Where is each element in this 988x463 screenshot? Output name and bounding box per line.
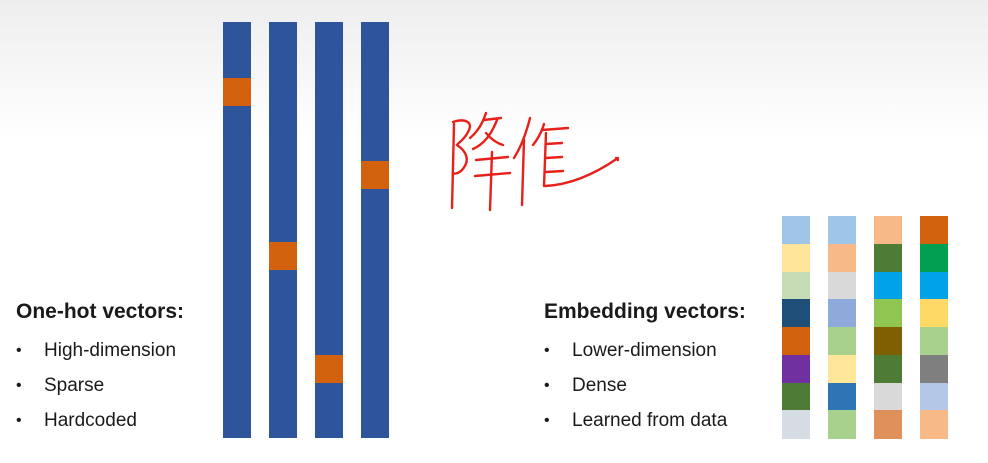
embedding-cell bbox=[782, 243, 810, 272]
onehot-vector bbox=[269, 22, 297, 438]
embedding-cell bbox=[782, 216, 810, 245]
embedding-vector bbox=[874, 216, 902, 439]
embedding-cell bbox=[920, 299, 948, 328]
embedding-cell bbox=[828, 410, 856, 439]
embedding-cell bbox=[874, 271, 902, 300]
embedding-bullet-text: Dense bbox=[572, 375, 627, 396]
embedding-vector bbox=[782, 216, 810, 439]
onehot-vector bbox=[361, 22, 389, 438]
embedding-cell bbox=[874, 410, 902, 439]
embedding-title: Embedding vectors: bbox=[544, 300, 746, 323]
list-item: • Learned from data bbox=[544, 403, 727, 438]
embedding-cell bbox=[874, 216, 902, 245]
onehot-vector bbox=[223, 22, 251, 438]
embedding-vector bbox=[920, 216, 948, 439]
embedding-cell bbox=[828, 299, 856, 328]
embedding-cell bbox=[828, 354, 856, 383]
bullet-icon: • bbox=[544, 412, 550, 429]
embedding-cell bbox=[782, 271, 810, 300]
bullet-icon: • bbox=[544, 377, 550, 394]
onehot-bullet-text: Hardcoded bbox=[44, 410, 137, 431]
embedding-cell bbox=[782, 327, 810, 356]
onehot-bullet-text: Sparse bbox=[44, 375, 105, 396]
embedding-cell bbox=[920, 410, 948, 439]
onehot-vector bbox=[315, 22, 343, 438]
embedding-bullet-text: Learned from data bbox=[572, 410, 728, 431]
bullet-icon: • bbox=[16, 342, 22, 359]
bullet-icon: • bbox=[16, 412, 22, 429]
embedding-cell bbox=[920, 243, 948, 272]
onehot-bullet-list: • High-dimension • Sparse • Hardcoded bbox=[16, 333, 176, 438]
embedding-cell bbox=[874, 327, 902, 356]
hot-bit bbox=[269, 242, 297, 270]
embedding-cell bbox=[874, 354, 902, 383]
embedding-bullet-list: • Lower-dimension • Dense • Learned from da… bbox=[544, 333, 727, 438]
embedding-cell bbox=[874, 299, 902, 328]
embedding-cell bbox=[920, 327, 948, 356]
embedding-cell bbox=[782, 354, 810, 383]
embedding-bullet-text: Lower-dimension bbox=[572, 340, 717, 361]
bullet-icon: • bbox=[16, 377, 22, 394]
embedding-cell bbox=[828, 243, 856, 272]
list-item: • Dense bbox=[544, 368, 727, 403]
embedding-cell bbox=[828, 327, 856, 356]
list-item: • Lower-dimension bbox=[544, 333, 727, 368]
embedding-cell bbox=[874, 243, 902, 272]
hot-bit bbox=[361, 161, 389, 189]
bullet-icon: • bbox=[544, 342, 550, 359]
embedding-cell bbox=[828, 271, 856, 300]
embedding-vector bbox=[828, 216, 856, 439]
hot-bit bbox=[223, 78, 251, 106]
list-item: • High-dimension bbox=[16, 333, 176, 368]
embedding-cell bbox=[920, 354, 948, 383]
embedding-cell bbox=[782, 382, 810, 411]
embedding-cell bbox=[920, 382, 948, 411]
list-item: • Sparse bbox=[16, 368, 176, 403]
handwritten-annotation bbox=[450, 111, 620, 212]
hot-bit bbox=[315, 355, 343, 383]
embedding-cell bbox=[920, 271, 948, 300]
list-item: • Hardcoded bbox=[16, 403, 176, 438]
embedding-cell bbox=[828, 216, 856, 245]
embedding-cell bbox=[828, 382, 856, 411]
onehot-title: One-hot vectors: bbox=[16, 300, 185, 323]
onehot-bullet-text: High-dimension bbox=[44, 340, 177, 361]
embedding-cell bbox=[782, 410, 810, 439]
embedding-cell bbox=[920, 216, 948, 245]
embedding-cell bbox=[782, 299, 810, 328]
embedding-cell bbox=[874, 382, 902, 411]
